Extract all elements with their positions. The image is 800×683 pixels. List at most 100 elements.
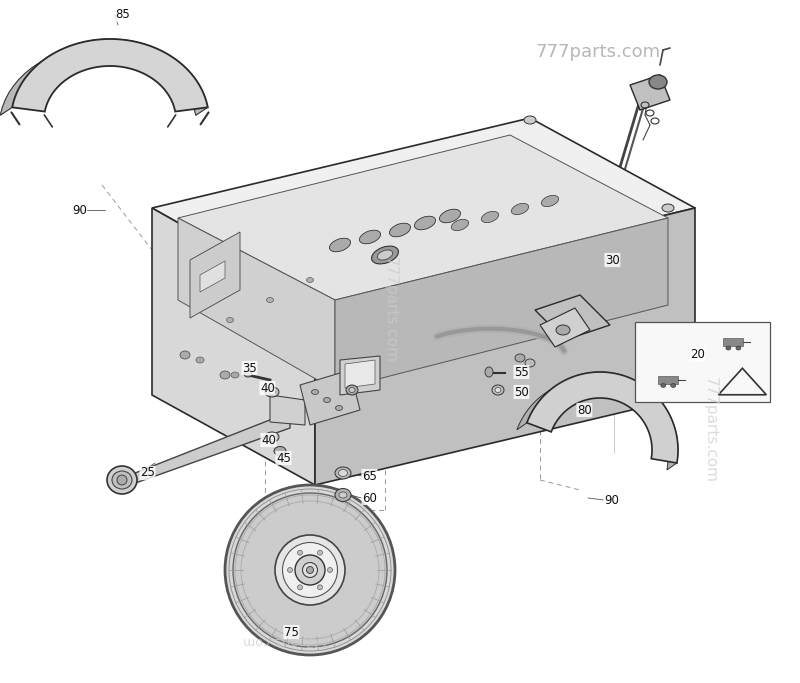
Text: 60: 60 [362,492,377,505]
Polygon shape [178,135,668,300]
Polygon shape [517,372,678,470]
Ellipse shape [112,471,132,489]
Polygon shape [130,412,290,485]
Ellipse shape [117,475,127,485]
Ellipse shape [323,398,330,402]
Polygon shape [178,218,335,390]
Ellipse shape [485,367,493,377]
Ellipse shape [661,383,666,387]
Ellipse shape [275,535,345,605]
Polygon shape [658,376,678,383]
Text: 777parts.com: 777parts.com [242,634,329,647]
Polygon shape [190,232,240,318]
Ellipse shape [511,204,529,214]
Ellipse shape [306,566,314,574]
Ellipse shape [346,385,358,395]
Ellipse shape [196,357,204,363]
Ellipse shape [302,563,318,578]
Ellipse shape [736,346,741,350]
Polygon shape [152,208,315,485]
Polygon shape [535,295,610,340]
Text: 85: 85 [115,8,130,21]
Text: 30: 30 [605,253,620,266]
Ellipse shape [451,219,469,231]
Polygon shape [718,368,766,395]
Ellipse shape [282,542,338,598]
Polygon shape [0,39,208,115]
Ellipse shape [274,447,286,456]
Text: 35: 35 [242,361,257,374]
Ellipse shape [515,354,525,362]
Ellipse shape [226,318,234,322]
Ellipse shape [244,371,252,377]
Ellipse shape [225,485,395,655]
Ellipse shape [378,250,393,260]
Text: 40: 40 [261,434,276,447]
Text: 20: 20 [690,348,705,361]
Ellipse shape [295,555,325,585]
Text: 50: 50 [514,385,529,398]
Polygon shape [315,208,695,485]
Text: 90: 90 [604,494,619,507]
FancyBboxPatch shape [635,322,770,402]
Ellipse shape [318,550,322,555]
Ellipse shape [330,238,350,252]
Ellipse shape [359,230,381,244]
Ellipse shape [298,550,302,555]
Ellipse shape [318,585,322,590]
Text: 40: 40 [260,382,275,395]
Ellipse shape [335,406,342,410]
Text: 25: 25 [140,466,155,479]
Ellipse shape [327,568,333,572]
Ellipse shape [107,466,137,494]
Polygon shape [340,356,380,395]
Ellipse shape [338,469,347,477]
Ellipse shape [269,389,275,395]
Ellipse shape [335,488,351,501]
Ellipse shape [492,385,504,395]
Polygon shape [345,360,375,388]
Ellipse shape [662,204,674,212]
Ellipse shape [482,211,498,223]
Polygon shape [270,395,305,425]
Text: 777parts.com: 777parts.com [535,43,661,61]
Ellipse shape [670,383,676,387]
Text: 777parts.com: 777parts.com [702,377,718,483]
Ellipse shape [306,277,314,283]
Text: 65: 65 [362,469,377,482]
Ellipse shape [439,209,461,223]
Ellipse shape [231,372,239,378]
Text: 55: 55 [514,365,529,378]
Text: 45: 45 [276,451,291,464]
Ellipse shape [339,492,347,498]
Ellipse shape [556,325,570,335]
Polygon shape [723,338,743,346]
Ellipse shape [266,387,274,393]
Ellipse shape [524,116,536,124]
Ellipse shape [180,351,190,359]
Ellipse shape [220,371,230,379]
Ellipse shape [542,195,558,207]
Polygon shape [300,370,360,425]
Ellipse shape [649,75,667,89]
Ellipse shape [335,467,351,479]
Ellipse shape [233,493,387,647]
Ellipse shape [371,246,398,264]
Ellipse shape [265,432,279,442]
Polygon shape [200,261,225,292]
Text: 75: 75 [284,626,299,639]
Polygon shape [152,118,695,300]
Ellipse shape [414,217,435,229]
Polygon shape [335,218,668,390]
Polygon shape [527,372,678,463]
Polygon shape [540,308,590,347]
Text: 777parts.com: 777parts.com [382,257,398,363]
Text: 80: 80 [577,404,592,417]
Ellipse shape [269,434,275,439]
Text: 90: 90 [72,204,87,217]
Polygon shape [630,75,670,110]
Ellipse shape [298,585,302,590]
Polygon shape [12,39,208,111]
Ellipse shape [349,387,355,393]
Ellipse shape [726,346,731,350]
